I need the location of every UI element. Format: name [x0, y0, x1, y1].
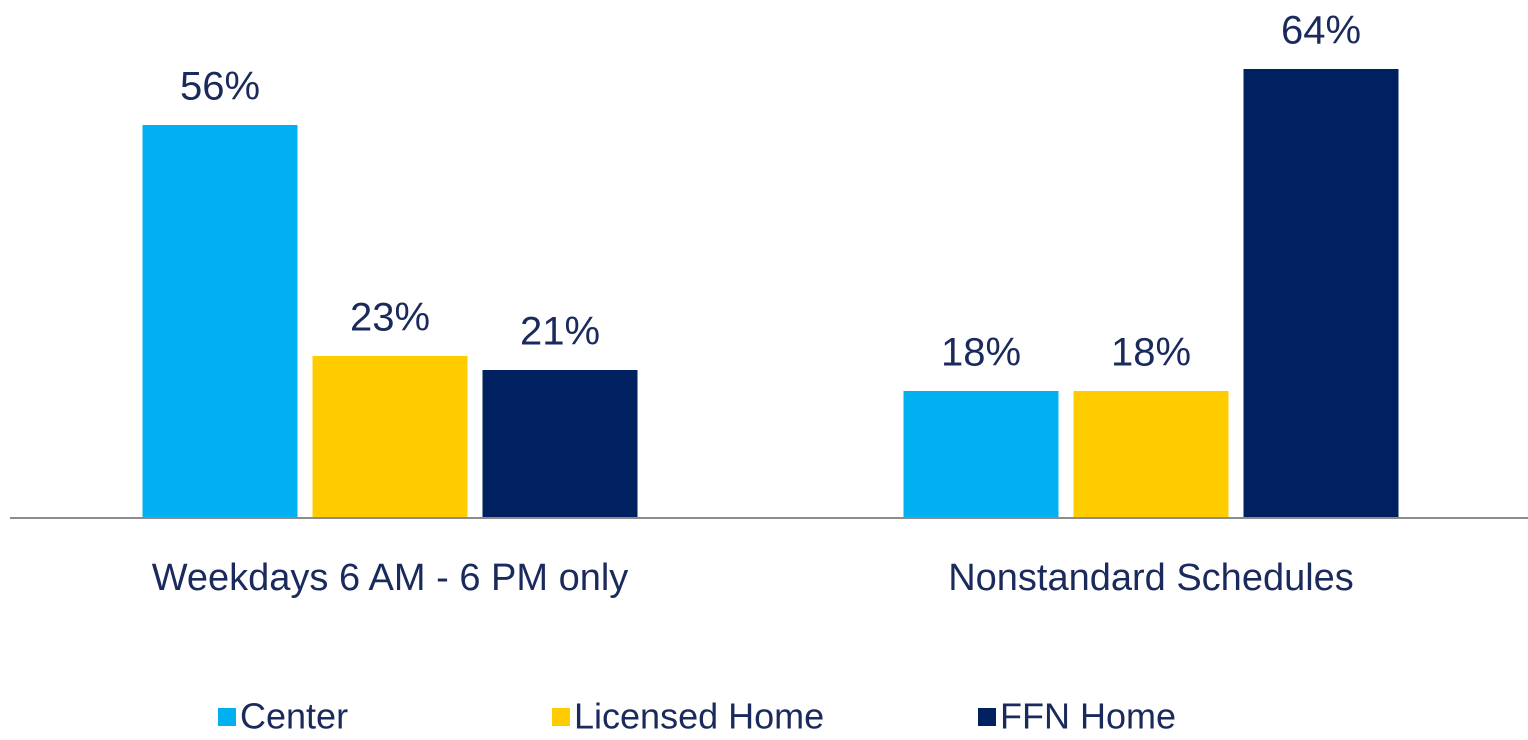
data-label: 18% [1111, 331, 1191, 375]
bar [312, 356, 468, 517]
legend-swatch [218, 708, 236, 726]
data-label: 23% [350, 296, 430, 340]
x-tick-label: Weekdays 6 AM - 6 PM only [152, 557, 629, 599]
bar [1243, 69, 1399, 517]
bar [1073, 391, 1229, 517]
bar [482, 370, 638, 517]
legend-label: Licensed Home [574, 696, 824, 737]
data-label: 18% [941, 331, 1021, 375]
data-label: 56% [180, 65, 260, 109]
legend-swatch [552, 708, 570, 726]
bar [142, 125, 298, 517]
legend-label: FFN Home [1000, 696, 1176, 737]
data-label: 21% [520, 310, 600, 354]
bar [903, 391, 1059, 517]
legend-label: Center [240, 696, 348, 737]
x-tick-label: Nonstandard Schedules [948, 557, 1354, 599]
legend-swatch [978, 708, 996, 726]
data-label: 64% [1281, 9, 1361, 53]
